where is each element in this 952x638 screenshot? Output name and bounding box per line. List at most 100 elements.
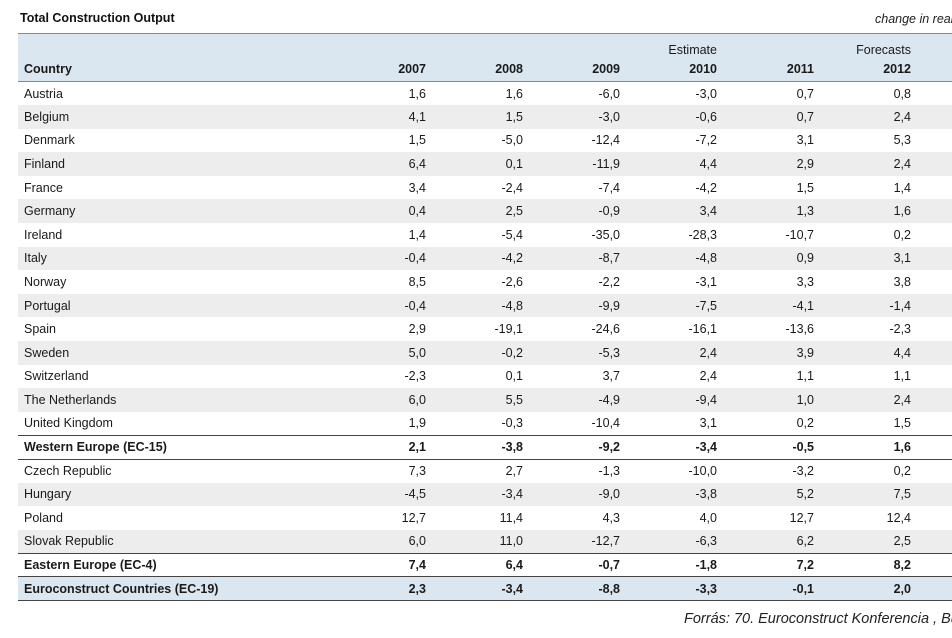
value-cell: -9,4 [695,393,717,408]
value-cell: -2,6 [501,275,523,290]
value-cell: 1,5 [893,416,911,431]
country-name: Finland [24,157,65,172]
value-cell: 1,1 [796,369,814,384]
country-name: Western Europe (EC-15) [24,440,167,455]
value-cell: -4,1 [792,298,814,313]
value-cell: 7,4 [408,558,426,573]
value-cell: -2,3 [889,322,911,337]
value-cell: -24,6 [591,322,621,337]
value-cell: -4,2 [695,180,717,195]
value-cell: 0,7 [796,109,814,124]
construction-output-table: Estimate Forecasts O Country 2007 2008 2… [18,33,952,601]
value-cell: 1,1 [893,369,911,384]
value-cell: 4,0 [699,510,717,525]
table-title: Total Construction Output [20,11,175,25]
value-cell: 5,0 [408,345,426,360]
value-cell: -11,9 [592,157,620,172]
summary-row: Eastern Europe (EC-4) 7,4 6,4 -0,7 -1,8 7,2 8,… [18,553,952,577]
value-cell: 12,4 [886,510,911,525]
value-cell: 11,0 [499,534,523,549]
value-cell: -3,4 [501,581,523,596]
value-cell: 6,4 [408,157,426,172]
value-cell: -28,3 [688,227,718,242]
country-name: Eastern Europe (EC-4) [24,558,157,573]
header-row-top: Estimate Forecasts O [18,33,952,58]
header-row-years: Country 2007 2008 2009 2010 2011 2012 [18,57,952,82]
value-cell: 0,1 [505,157,523,172]
country-name: France [24,180,63,195]
country-name: Austria [24,86,63,101]
value-cell: -0,2 [501,345,523,360]
value-cell: -9,0 [598,487,620,502]
value-cell: -0,6 [695,109,717,124]
value-cell: -3,4 [695,440,717,455]
table-row: Austria 1,6 1,6 -6,0 -3,0 0,7 0,8 [18,82,952,106]
value-cell: -0,4 [404,298,426,313]
value-cell: 2,1 [408,440,426,455]
value-cell: 4,4 [699,157,717,172]
value-cell: -8,7 [598,251,620,266]
value-cell: 0,7 [796,86,814,101]
value-cell: -6,0 [598,86,620,101]
value-cell: 0,2 [893,227,911,242]
table-row: Belgium 4,1 1,5 -3,0 -0,6 0,7 2,4 [18,105,952,129]
value-cell: -0,4 [404,251,426,266]
value-cell: -1,8 [695,558,717,573]
value-cell: 1,5 [408,133,426,148]
value-cell: -4,2 [501,251,523,266]
table-row: Poland 12,7 11,4 4,3 4,0 12,7 12,4 [18,506,952,530]
value-cell: -3,2 [792,464,814,479]
value-cell: -4,8 [501,298,523,313]
value-cell: -3,0 [598,109,620,124]
value-cell: 3,3 [796,275,814,290]
value-cell: 3,8 [893,275,911,290]
table-row: Germany 0,4 2,5 -0,9 3,4 1,3 1,6 [18,199,952,224]
value-cell: -5,0 [501,133,523,148]
year-header: 2010 [689,62,717,77]
value-cell: 6,4 [505,558,523,573]
table-body: Austria 1,6 1,6 -6,0 -3,0 0,7 0,8 Belgium 4,1 1,5… [18,82,952,601]
unit-note: change in real [875,12,952,26]
value-cell: -10,4 [591,416,621,431]
country-name: Denmark [24,133,75,148]
value-cell: 1,4 [408,227,426,242]
value-cell: -8,8 [598,581,620,596]
value-cell: -3,1 [695,275,717,290]
value-cell: -3,3 [695,581,717,596]
value-cell: -16,1 [688,322,718,337]
value-cell: -4,5 [404,487,426,502]
value-cell: -2,4 [501,180,523,195]
value-cell: 5,3 [893,133,911,148]
value-cell: -35,0 [591,227,621,242]
value-cell: 1,5 [796,180,814,195]
value-cell: 12,7 [789,510,814,525]
value-cell: -1,3 [598,464,620,479]
value-cell: -2,3 [404,369,426,384]
value-cell: 7,5 [893,487,911,502]
value-cell: 7,2 [796,558,814,573]
value-cell: 0,4 [408,204,426,219]
value-cell: 2,0 [893,581,911,596]
value-cell: -4,9 [598,393,620,408]
value-cell: 3,1 [893,251,911,266]
value-cell: 6,2 [796,534,814,549]
value-cell: 0,9 [796,251,814,266]
value-cell: -5,3 [598,345,620,360]
source-note: Forrás: 70. Euroconstruct Konferencia , … [684,611,952,627]
value-cell: -6,3 [695,534,717,549]
summary-row: Western Europe (EC-15) 2,1 -3,8 -9,2 -3,4 -0,… [18,435,952,459]
outlook-label: O [911,34,952,58]
value-cell: 2,9 [796,157,814,172]
value-cell: 2,4 [893,157,911,172]
value-cell: 11,4 [499,510,523,525]
table-row: Ireland 1,4 -5,4 -35,0 -28,3 -10,7 0,2 [18,223,952,247]
table-row: Portugal -0,4 -4,8 -9,9 -7,5 -4,1 -1,4 [18,293,952,318]
value-cell: -7,5 [695,298,717,313]
value-cell: -10,7 [785,227,815,242]
value-cell: -0,5 [792,440,814,455]
value-cell: -3,0 [695,86,717,101]
value-cell: 7,3 [408,464,426,479]
value-cell: 0,8 [893,86,911,101]
value-cell: -3,8 [501,440,523,455]
value-cell: -0,3 [501,416,523,431]
